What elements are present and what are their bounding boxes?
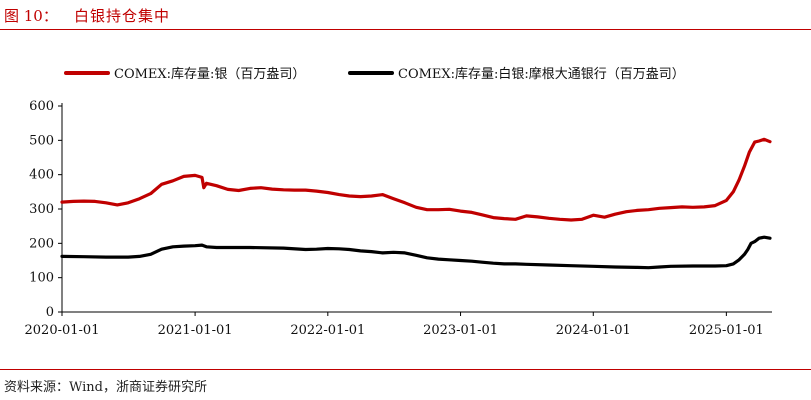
x-tick-label: 2020-01-01 xyxy=(25,323,100,338)
chart-series xyxy=(60,137,772,270)
series-line-comex-silver xyxy=(60,137,772,222)
y-tick-label: 0 xyxy=(46,305,54,320)
y-tick-label: 200 xyxy=(29,236,54,251)
y-tick-label: 400 xyxy=(29,168,54,183)
y-tick-label: 300 xyxy=(29,202,54,217)
chart-axes: 0 100 200 300 400 500 600 2020-01-01 2021-01-01 2… xyxy=(25,99,772,338)
y-tick-label: 600 xyxy=(29,99,54,114)
x-tick-label: 2023-01-01 xyxy=(423,323,498,338)
x-tick-label: 2024-01-01 xyxy=(556,323,631,338)
x-tick-label: 2025-01-01 xyxy=(689,323,764,338)
x-tick-label: 2022-01-01 xyxy=(290,323,365,338)
figure-header: 图 10： 白银持仓集中 xyxy=(0,0,811,32)
source-note: 资料来源：Wind，浙商证券研究所 xyxy=(4,380,207,395)
line-chart: COMEX:库存量:银（百万盎司） COMEX:库存量:白银:摩根大通银行（百万… xyxy=(25,66,772,338)
legend-label-comex-silver: COMEX:库存量:银（百万盎司） xyxy=(114,66,305,82)
figure-number: 图 10： xyxy=(4,7,58,25)
legend-label-jpmorgan-silver: COMEX:库存量:白银:摩根大通银行（百万盎司） xyxy=(398,66,685,82)
x-tick-label: 2021-01-01 xyxy=(158,323,233,338)
chart-legend: COMEX:库存量:银（百万盎司） COMEX:库存量:白银:摩根大通银行（百万… xyxy=(64,66,685,82)
top-rule xyxy=(0,29,811,30)
y-tick-label: 500 xyxy=(29,133,54,148)
y-tick-label: 100 xyxy=(29,271,54,286)
figure-title: 白银持仓集中 xyxy=(74,7,171,25)
series-line-jpmorgan-silver xyxy=(60,235,772,270)
bottom-rule xyxy=(0,369,811,370)
